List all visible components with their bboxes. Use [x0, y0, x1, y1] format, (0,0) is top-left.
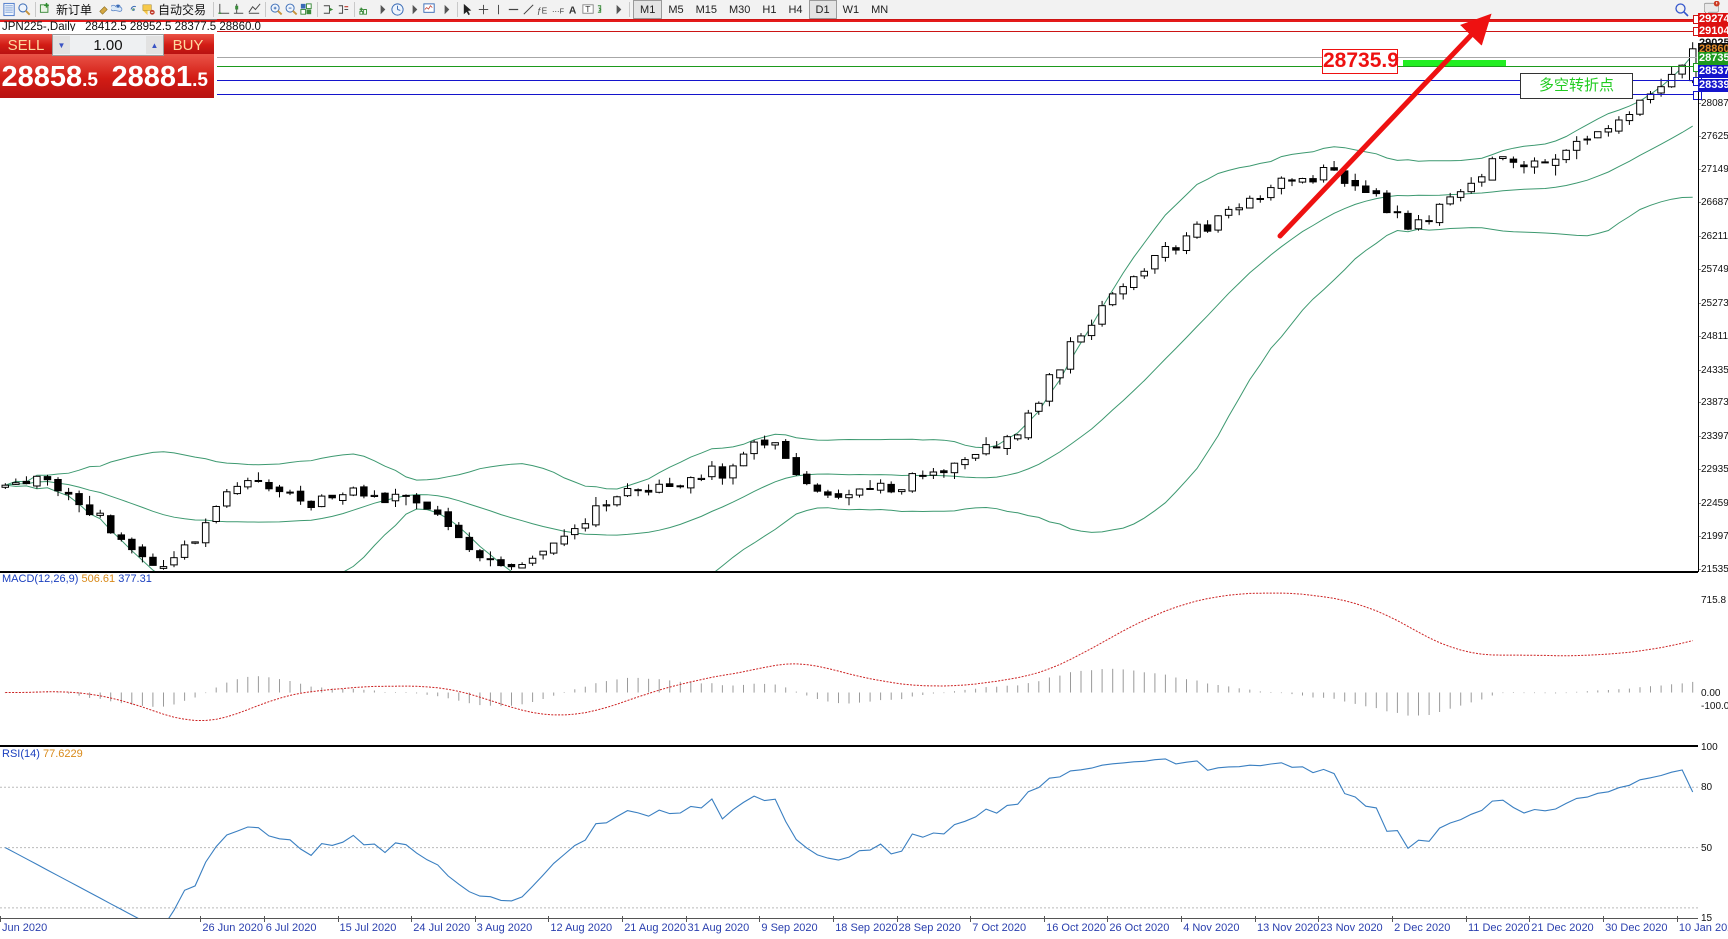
svg-text:ƒE: ƒE — [537, 5, 548, 15]
svg-text:⋯F: ⋯F — [552, 6, 565, 15]
svg-text:A: A — [569, 5, 577, 16]
svg-text:T: T — [585, 4, 590, 14]
